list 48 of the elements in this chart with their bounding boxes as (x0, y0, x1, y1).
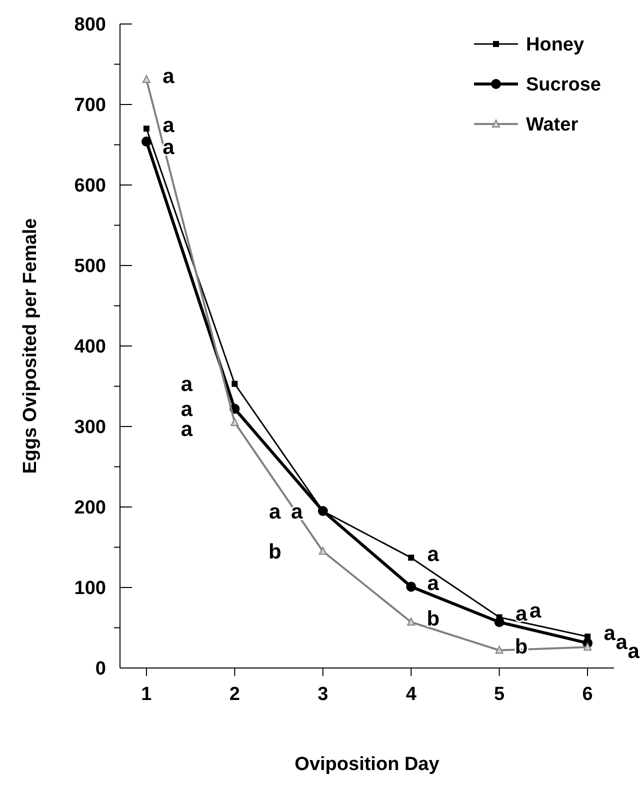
legend-label: Sucrose (526, 74, 601, 96)
x-tick-label: 2 (229, 684, 240, 705)
annotation: b (426, 607, 440, 630)
point (495, 646, 504, 654)
point (584, 642, 592, 651)
legend-label: Honey (526, 34, 584, 56)
point (407, 618, 416, 626)
y-tick-label: 600 (74, 176, 106, 197)
point (143, 126, 150, 132)
annotation: a (162, 114, 175, 137)
annotation: a (180, 373, 193, 396)
annotation: b (268, 540, 282, 564)
x-tick-label: 3 (318, 684, 328, 705)
annotation: a (628, 640, 640, 663)
y-tick-label: 100 (74, 578, 106, 600)
annotation: a (604, 622, 616, 645)
point (318, 546, 327, 555)
point (406, 582, 416, 592)
y-tick-label: 500 (74, 256, 106, 278)
x-tick-label: 5 (494, 684, 506, 705)
annotation: a (291, 500, 304, 524)
y-tick-label: 0 (95, 658, 106, 680)
point (494, 617, 504, 628)
x-axis-title: Oviposition Day (294, 754, 440, 775)
annotation: a (162, 64, 175, 88)
y-tick-label: 700 (74, 95, 106, 116)
annotation: a (515, 602, 528, 626)
point (141, 136, 152, 147)
annotation: a (616, 630, 628, 654)
point (408, 554, 414, 561)
legend-label: Water (526, 114, 579, 136)
annotation: a (427, 543, 440, 566)
annotation: a (529, 600, 542, 623)
y-tick-label: 200 (74, 498, 106, 519)
x-tick-label: 4 (406, 684, 417, 705)
x-tick-label: 1 (141, 684, 152, 705)
point (142, 75, 150, 84)
annotation: b (514, 636, 528, 659)
x-tick-label: 6 (582, 684, 593, 705)
annotation: a (269, 500, 282, 524)
point (232, 380, 238, 387)
y-tick-label: 300 (74, 417, 106, 438)
y-tick-label: 400 (74, 336, 106, 358)
point (230, 418, 239, 426)
annotation: a (427, 572, 440, 596)
y-axis-title: Eggs Oviposited per Female (20, 218, 41, 474)
y-tick-label: 800 (74, 14, 106, 36)
annotation: a (162, 136, 175, 159)
